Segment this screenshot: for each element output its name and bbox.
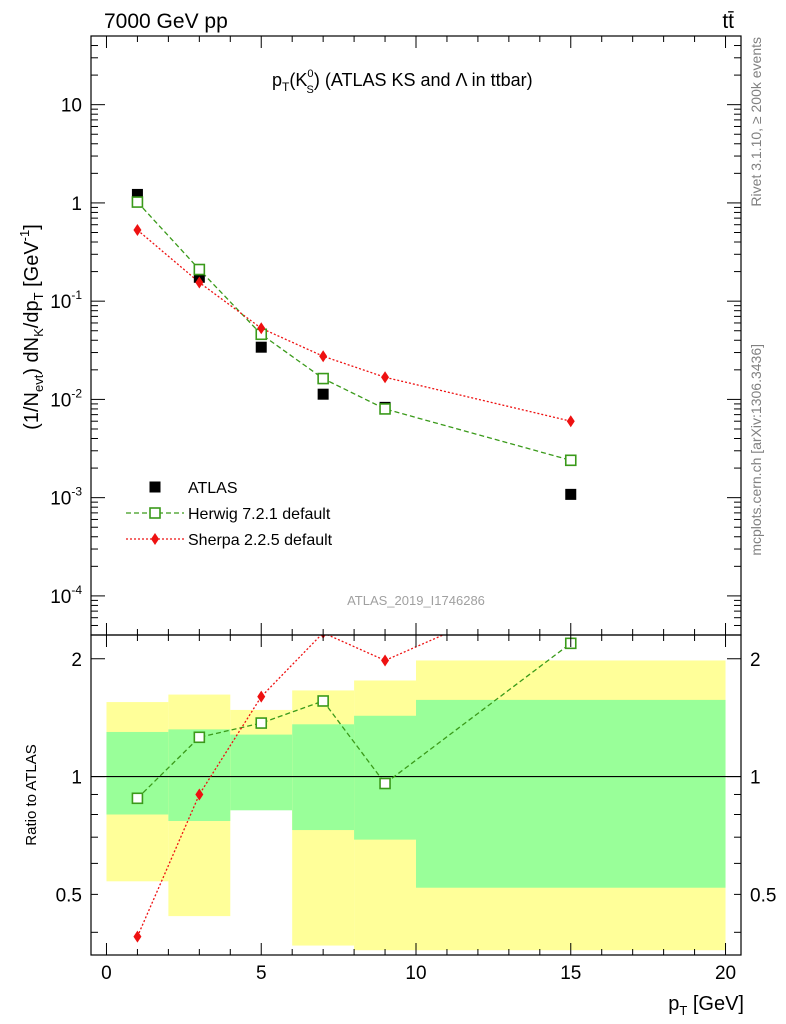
top-ylabel: (1/Nevt) dNK/dpT [GeV-1] — [17, 224, 46, 430]
legend-atlas-marker — [149, 481, 161, 493]
sherpa-ratio-point-5 — [567, 573, 575, 585]
ratio-ytick-label-right-1: 1 — [750, 768, 761, 789]
ratio-ytick-label-1: 1 — [71, 768, 82, 789]
header-right: tt̄ — [722, 10, 734, 33]
ratio-ylabel: Ratio to ATLAS — [23, 744, 40, 845]
sherpa-point-1 — [195, 276, 204, 289]
sherpa-line — [137, 229, 571, 422]
herwig-ratio-point-4 — [379, 777, 391, 790]
herwig-point-4 — [379, 403, 391, 415]
herwig-point-3 — [317, 372, 329, 385]
legend: ATLAS Herwig 7.2.1 default Sherpa 2.2.5 de… — [126, 480, 333, 549]
atlas-point-3 — [317, 388, 329, 400]
x-tick-label-4: 20 — [715, 963, 736, 984]
x-tick-label-3: 15 — [560, 963, 581, 984]
inner-band-3 — [292, 724, 355, 831]
x-axis-title: pT [GeV] — [668, 993, 744, 1018]
mcplots-label: mcplots.cern.ch [arXiv:1306.3436] — [748, 344, 764, 556]
sherpa-ratio-point-4 — [381, 654, 390, 667]
atlas-point-0 — [131, 188, 143, 200]
legend-label-2: Sherpa 2.2.5 default — [188, 532, 333, 549]
top-ytick-label-3: 10-1 — [50, 288, 82, 313]
sherpa-point-0 — [133, 224, 142, 237]
sherpa-ratio-point-1 — [195, 788, 204, 801]
ratio-ytick-label-right-2: 2 — [750, 650, 761, 671]
herwig-ratio-line — [136, 642, 572, 799]
inner-band-1 — [168, 729, 231, 821]
top-ytick-label-4: 1 — [71, 194, 82, 215]
top-ytick-label-2: 10-2 — [50, 386, 82, 411]
inner-band-2 — [230, 734, 293, 811]
herwig-ratio-point-2 — [255, 717, 268, 729]
plot-title: pT(K0 S) (ATLAS KS and Λ in ttbar) — [272, 68, 533, 96]
atlas-point-2 — [255, 341, 267, 353]
herwig-ratio-point-3 — [317, 695, 329, 707]
legend-herwig-marker — [149, 507, 161, 519]
legend-label-1: Herwig 7.2.1 default — [188, 506, 331, 523]
x-tick-label-2: 10 — [405, 963, 426, 984]
atlas-point-5 — [565, 488, 577, 500]
rivet-label: Rivet 3.1.10, ≥ 200k events — [748, 37, 764, 207]
ratio-ytick-label-0: 0.5 — [56, 885, 82, 906]
top-panel: 10-4 10-3 10-2 10-1 1 10 — [50, 35, 742, 636]
inner-band-5 — [416, 699, 726, 888]
top-marks — [131, 188, 577, 500]
herwig-point-5 — [564, 454, 577, 467]
top-ytick-label-0: 10-4 — [50, 583, 82, 608]
sherpa-point-2 — [257, 322, 266, 335]
legend-sherpa-marker — [151, 533, 159, 545]
x-tick-label-0: 0 — [101, 963, 112, 984]
header-left: 7000 GeV pp — [104, 10, 228, 33]
herwig-ratio-point-1 — [193, 731, 206, 744]
ratio-panel: 0 5 10 15 20 0.5 0.5 1 1 2 2 — [56, 573, 776, 984]
herwig-line — [136, 201, 571, 461]
inner-band-4 — [354, 715, 416, 840]
x-tick-label-1: 5 — [256, 963, 267, 984]
sherpa-point-5 — [566, 415, 575, 428]
top-ytick-label-5: 10 — [61, 96, 82, 117]
ratio-ytick-label-right-0: 0.5 — [750, 885, 776, 906]
sherpa-ratio-point-2 — [257, 690, 266, 703]
analysis-watermark: ATLAS_2019_I1746286 — [347, 593, 485, 608]
sherpa-point-3 — [319, 350, 328, 363]
top-ytick-label-1: 10-3 — [50, 485, 82, 510]
legend-label-0: ATLAS — [188, 480, 238, 497]
sherpa-ratio-point-0 — [133, 930, 142, 943]
herwig-ratio-point-0 — [131, 792, 144, 805]
herwig-point-1 — [193, 263, 206, 276]
sherpa-point-4 — [381, 371, 390, 384]
ratio-ytick-label-2: 2 — [71, 650, 82, 671]
herwig-point-0 — [131, 196, 144, 208]
